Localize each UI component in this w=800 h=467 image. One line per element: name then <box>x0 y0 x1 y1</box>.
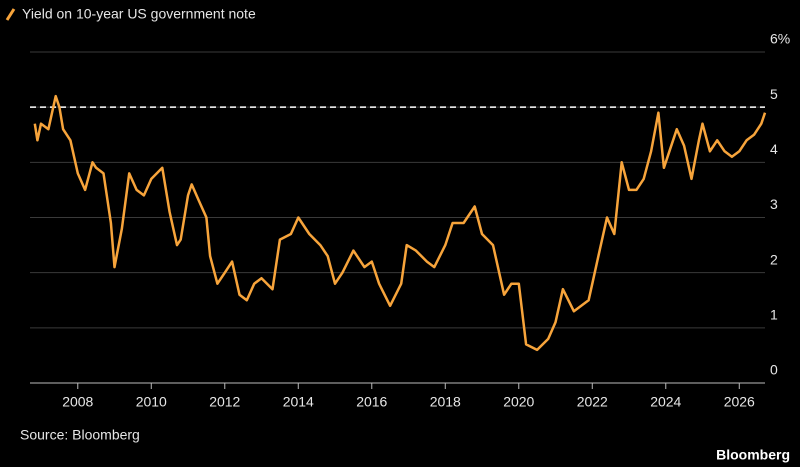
x-tick-label: 2026 <box>724 394 755 410</box>
y-tick-label: 2 <box>770 251 778 267</box>
y-tick-label: 6% <box>770 31 790 47</box>
y-tick-label: 5 <box>770 86 778 102</box>
x-tick-label: 2008 <box>62 394 93 410</box>
y-tick-label: 0 <box>770 362 778 378</box>
x-tick-label: 2016 <box>356 394 387 410</box>
series-line <box>33 94 767 352</box>
y-tick-label: 1 <box>770 307 778 323</box>
brand: Bloomberg <box>716 447 790 463</box>
x-tick-label: 2014 <box>283 394 314 410</box>
x-tick-label: 2010 <box>136 394 167 410</box>
legend-label: Yield on 10-year US government note <box>22 6 256 22</box>
x-tick-label: 2024 <box>650 394 681 410</box>
x-tick-label: 2012 <box>209 394 240 410</box>
source: Source: Bloomberg <box>20 427 140 443</box>
y-tick-label: 4 <box>770 141 778 157</box>
x-tick-label: 2020 <box>503 394 534 410</box>
legend-swatch <box>5 8 16 21</box>
x-tick-label: 2018 <box>430 394 461 410</box>
x-tick-label: 2022 <box>577 394 608 410</box>
y-tick-label: 3 <box>770 196 778 212</box>
